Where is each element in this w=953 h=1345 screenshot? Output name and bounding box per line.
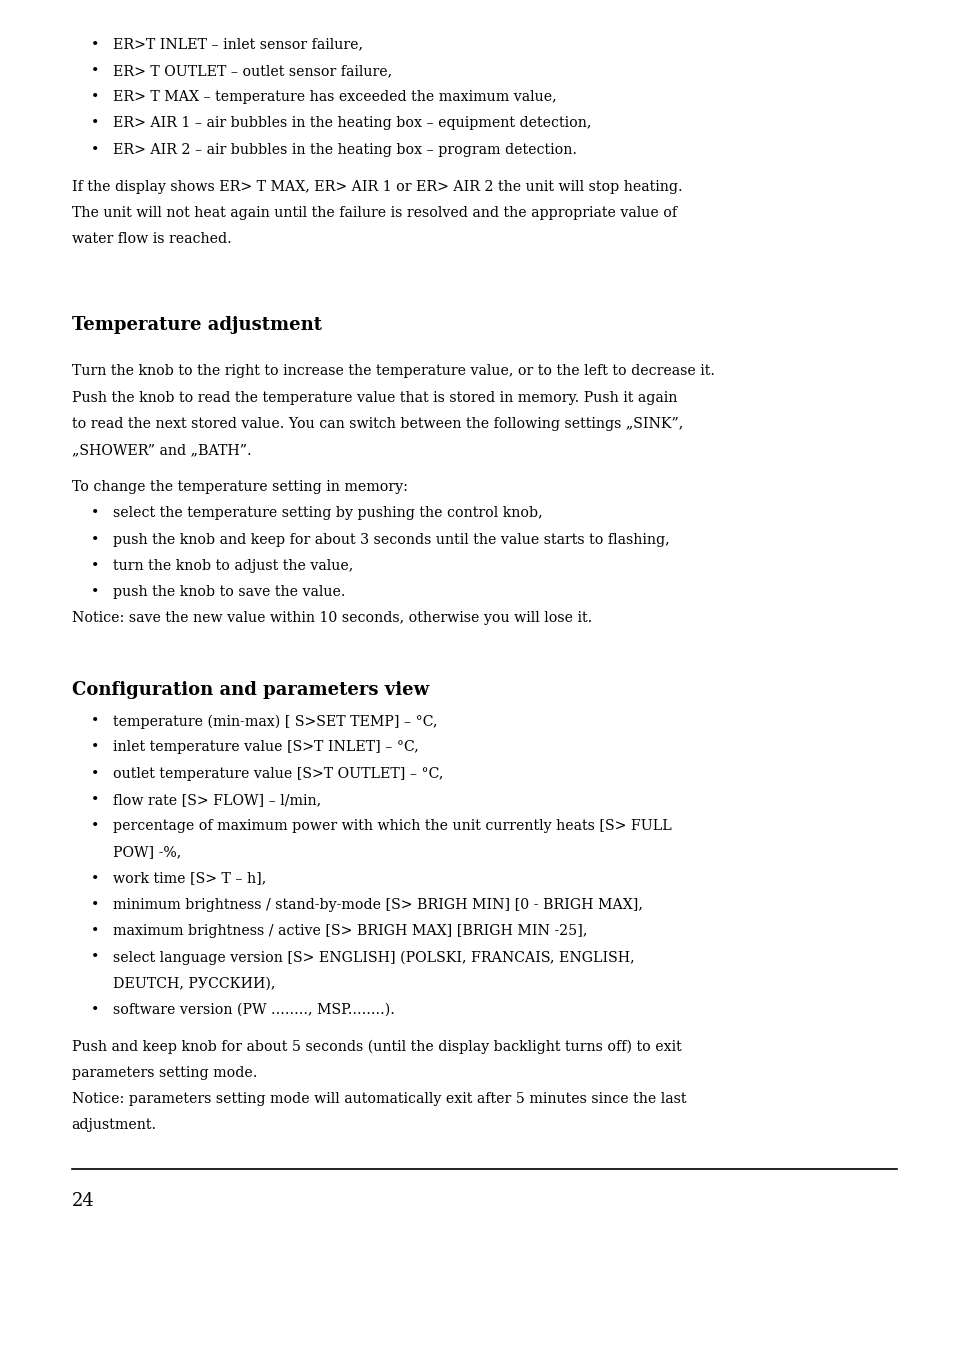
Text: •: • (91, 872, 99, 885)
Text: •: • (91, 1002, 99, 1017)
Text: percentage of maximum power with which the unit currently heats [S> FULL: percentage of maximum power with which t… (112, 819, 671, 833)
Text: ER> T OUTLET – outlet sensor failure,: ER> T OUTLET – outlet sensor failure, (112, 65, 392, 78)
Text: The unit will not heat again until the failure is resolved and the appropriate v: The unit will not heat again until the f… (71, 206, 676, 219)
Text: POW] -%,: POW] -%, (112, 845, 181, 859)
Text: •: • (91, 506, 99, 521)
Text: •: • (91, 819, 99, 833)
Text: •: • (91, 65, 99, 78)
Text: Notice: save the new value within 10 seconds, otherwise you will lose it.: Notice: save the new value within 10 sec… (71, 611, 591, 625)
Text: •: • (91, 90, 99, 104)
Text: water flow is reached.: water flow is reached. (71, 231, 231, 246)
Text: If the display shows ER> T MAX, ER> AIR 1 or ER> AIR 2 the unit will stop heatin: If the display shows ER> T MAX, ER> AIR … (71, 179, 681, 194)
Text: •: • (91, 143, 99, 156)
Text: parameters setting mode.: parameters setting mode. (71, 1065, 256, 1080)
Text: •: • (91, 38, 99, 51)
Text: ER> AIR 2 – air bubbles in the heating box – program detection.: ER> AIR 2 – air bubbles in the heating b… (112, 143, 576, 156)
Text: •: • (91, 533, 99, 546)
Text: turn the knob to adjust the value,: turn the knob to adjust the value, (112, 558, 353, 573)
Text: •: • (91, 924, 99, 937)
Text: Configuration and parameters view: Configuration and parameters view (71, 681, 428, 698)
Text: push the knob to save the value.: push the knob to save the value. (112, 585, 345, 599)
Text: software version (PW ........, MSP........).: software version (PW ........, MSP......… (112, 1002, 394, 1017)
Text: 24: 24 (71, 1192, 94, 1209)
Text: work time [S> T – h],: work time [S> T – h], (112, 872, 266, 885)
Text: Push the knob to read the temperature value that is stored in memory. Push it ag: Push the knob to read the temperature va… (71, 390, 677, 405)
Text: •: • (91, 792, 99, 807)
Text: DEUTCH, РУССКИИ),: DEUTCH, РУССКИИ), (112, 976, 274, 990)
Text: •: • (91, 714, 99, 728)
Text: Notice: parameters setting mode will automatically exit after 5 minutes since th: Notice: parameters setting mode will aut… (71, 1092, 685, 1106)
Text: •: • (91, 767, 99, 780)
Text: select language version [S> ENGLISH] (POLSKI, FRANCAIS, ENGLISH,: select language version [S> ENGLISH] (PO… (112, 950, 634, 964)
Text: minimum brightness / stand-by-mode [S> BRIGH MIN] [0 - BRIGH MAX],: minimum brightness / stand-by-mode [S> B… (112, 897, 641, 912)
Text: ER> T MAX – temperature has exceeded the maximum value,: ER> T MAX – temperature has exceeded the… (112, 90, 556, 104)
Text: select the temperature setting by pushing the control knob,: select the temperature setting by pushin… (112, 506, 541, 521)
Text: adjustment.: adjustment. (71, 1118, 156, 1132)
Text: •: • (91, 897, 99, 912)
Text: •: • (91, 558, 99, 573)
Text: To change the temperature setting in memory:: To change the temperature setting in mem… (71, 480, 407, 494)
Text: temperature (min-max) [ S>SET TEMP] – °C,: temperature (min-max) [ S>SET TEMP] – °C… (112, 714, 436, 729)
Text: push the knob and keep for about 3 seconds until the value starts to flashing,: push the knob and keep for about 3 secon… (112, 533, 668, 546)
Text: outlet temperature value [S>T OUTLET] – °C,: outlet temperature value [S>T OUTLET] – … (112, 767, 442, 780)
Text: „SHOWER” and „BATH”.: „SHOWER” and „BATH”. (71, 443, 251, 457)
Text: Push and keep knob for about 5 seconds (until the display backlight turns off) t: Push and keep knob for about 5 seconds (… (71, 1040, 680, 1054)
Text: •: • (91, 950, 99, 964)
Text: •: • (91, 585, 99, 599)
Text: flow rate [S> FLOW] – l/min,: flow rate [S> FLOW] – l/min, (112, 792, 320, 807)
Text: Temperature adjustment: Temperature adjustment (71, 316, 321, 334)
Text: •: • (91, 117, 99, 130)
Text: Turn the knob to the right to increase the temperature value, or to the left to : Turn the knob to the right to increase t… (71, 364, 714, 378)
Text: inlet temperature value [S>T INLET] – °C,: inlet temperature value [S>T INLET] – °C… (112, 740, 417, 755)
Text: ER>T INLET – inlet sensor failure,: ER>T INLET – inlet sensor failure, (112, 38, 362, 51)
Text: to read the next stored value. You can switch between the following settings „SI: to read the next stored value. You can s… (71, 417, 682, 430)
Text: ER> AIR 1 – air bubbles in the heating box – equipment detection,: ER> AIR 1 – air bubbles in the heating b… (112, 117, 590, 130)
Text: •: • (91, 740, 99, 755)
Text: maximum brightness / active [S> BRIGH MAX] [BRIGH MIN -25],: maximum brightness / active [S> BRIGH MA… (112, 924, 586, 937)
